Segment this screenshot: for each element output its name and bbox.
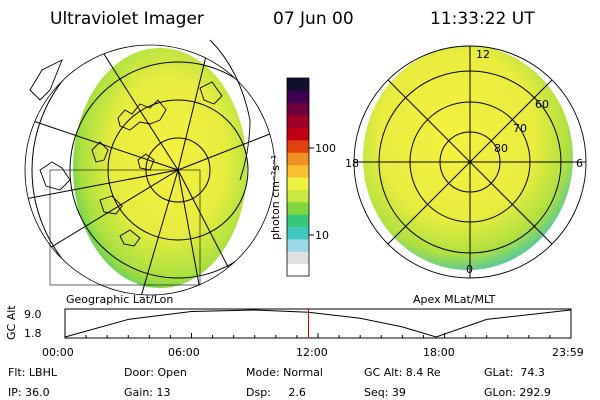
mlat-label-80: 80 bbox=[494, 142, 508, 155]
glat-readout: GLat: 74.3 bbox=[484, 366, 545, 379]
colorbar-cells bbox=[287, 78, 309, 277]
mlt-label-12: 12 bbox=[476, 48, 490, 61]
mlt-label-6: 6 bbox=[576, 157, 583, 170]
ip-readout: IP: 36.0 bbox=[8, 386, 50, 399]
colorbar-cell bbox=[287, 139, 309, 153]
colorbar-tick-label-10: 10 bbox=[315, 229, 329, 242]
altitude-curve bbox=[64, 309, 571, 338]
timeline-xtick-1: 06:00 bbox=[168, 346, 200, 359]
right-emission-region bbox=[363, 46, 573, 270]
colorbar-frame bbox=[286, 77, 310, 277]
colorbar-cell bbox=[287, 251, 309, 265]
time-label: 11:33:22 UT bbox=[430, 9, 535, 29]
colorbar-tick-label-100: 100 bbox=[315, 142, 336, 155]
colorbar-unit-label: photon cm⁻²s⁻¹ bbox=[269, 155, 282, 240]
glon-readout: GLon: 292.9 bbox=[484, 386, 551, 399]
status-footer: Flt: LBHL IP: 36.0 Door: Open Gain: 13 M… bbox=[8, 366, 551, 399]
colorbar-cell bbox=[287, 238, 309, 252]
gain-readout: Gain: 13 bbox=[124, 386, 171, 399]
colorbar-cell bbox=[287, 177, 309, 190]
timeline-ytick-high: 9.0 bbox=[24, 308, 42, 321]
seq-readout: Seq: 39 bbox=[364, 386, 406, 399]
instrument-title: Ultraviolet Imager bbox=[50, 9, 204, 29]
colorbar-cell bbox=[287, 201, 309, 215]
mlat-label-70: 70 bbox=[513, 122, 527, 135]
right-grid bbox=[354, 46, 586, 278]
colorbar-cell bbox=[287, 127, 309, 141]
right-caption: Apex MLat/MLT bbox=[413, 293, 496, 306]
door-readout: Door: Open bbox=[124, 366, 187, 379]
date-label: 07 Jun 00 bbox=[273, 9, 354, 29]
colorbar-cell bbox=[287, 152, 309, 166]
timeline-xtick-3: 18:00 bbox=[423, 346, 455, 359]
filter-readout: Flt: LBHL bbox=[8, 366, 58, 379]
timeline-axis-label: GC Alt bbox=[5, 305, 18, 340]
colorbar-cell bbox=[287, 263, 309, 277]
mlt-label-0: 0 bbox=[466, 263, 473, 276]
colorbar-cell bbox=[287, 214, 309, 227]
timeline-xtick-4: 23:59 bbox=[552, 346, 584, 359]
left-caption: Geographic Lat/Lon bbox=[66, 293, 173, 306]
timeline-ytick-low: 1.8 bbox=[24, 327, 42, 340]
colorbar: 100 10 photon cm⁻²s⁻¹ bbox=[269, 77, 336, 277]
left-frame bbox=[49, 169, 201, 286]
timeline-xtick-0: 00:00 bbox=[42, 346, 74, 359]
colorbar-cell bbox=[287, 189, 309, 203]
colorbar-cell bbox=[287, 164, 309, 178]
colorbar-cell bbox=[287, 102, 309, 116]
gcalt-readout: GC Alt: 8.4 Re bbox=[364, 366, 441, 379]
colorbar-cell bbox=[287, 78, 309, 91]
timeline-xtick-2: 12:00 bbox=[296, 346, 328, 359]
altitude-timeline: 9.0 1.8 GC Alt 00:00 06:00 12:00 18:00 2… bbox=[5, 305, 584, 359]
magnetic-image: 12 18 6 0 60 70 80 Apex MLat/MLT bbox=[345, 45, 587, 306]
dsp-readout: Dsp: 2.6 bbox=[246, 386, 306, 399]
mode-readout: Mode: Normal bbox=[246, 366, 323, 379]
left-outer-ring bbox=[24, 44, 276, 296]
mlt-label-18: 18 bbox=[345, 157, 359, 170]
colorbar-cell bbox=[287, 115, 309, 128]
left-emission-region bbox=[73, 48, 247, 288]
colorbar-cell bbox=[287, 90, 309, 104]
timeline-ticks bbox=[64, 333, 572, 338]
left-coastlines bbox=[29, 39, 251, 247]
mlat-label-60: 60 bbox=[535, 98, 549, 111]
colorbar-cell bbox=[287, 226, 309, 240]
